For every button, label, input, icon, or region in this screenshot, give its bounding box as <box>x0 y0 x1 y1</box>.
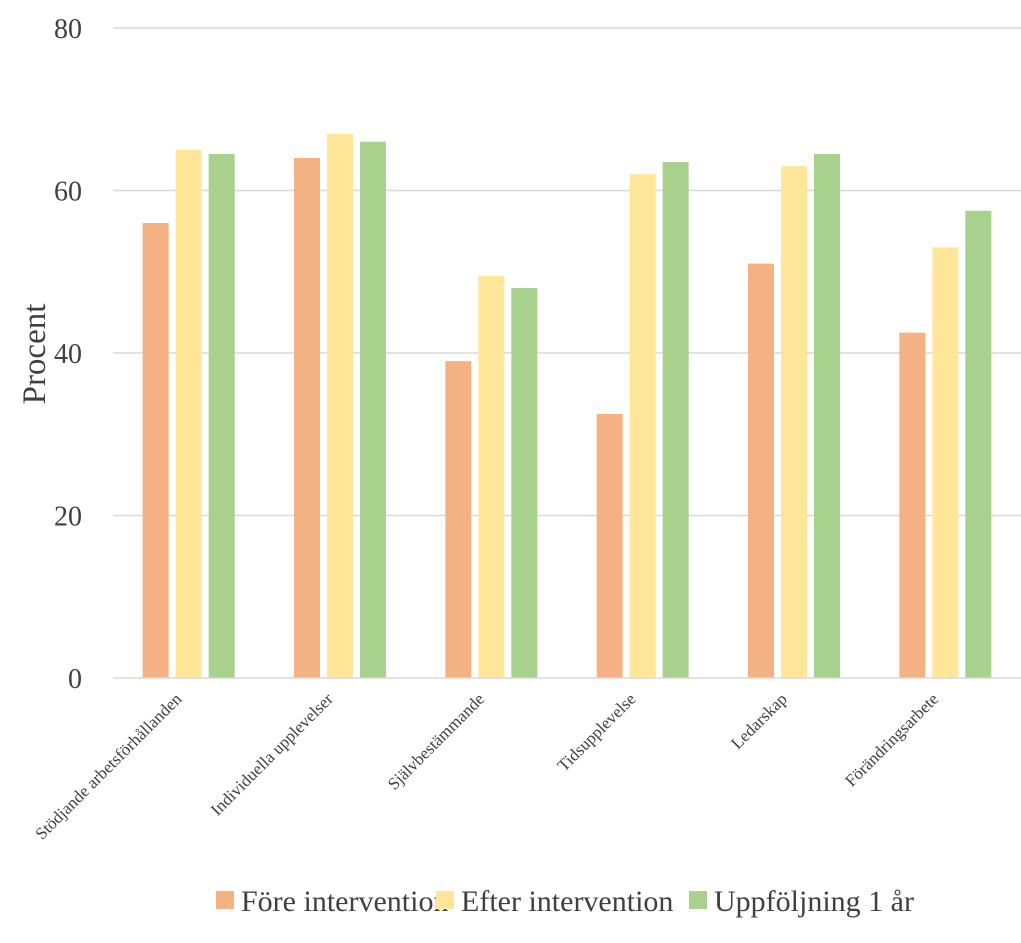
bar <box>748 263 774 678</box>
bar <box>781 166 807 678</box>
legend: Före intervention Efter intervention Uppfö… <box>216 885 914 918</box>
bar <box>175 149 202 678</box>
x-category-label: Individuella upplevelser <box>207 689 337 819</box>
bar <box>596 413 623 678</box>
x-category-label: Ledarskap <box>727 689 791 753</box>
legend-label: Uppföljning 1 år <box>714 885 914 918</box>
legend-swatch <box>436 891 454 909</box>
legend-label: Före intervention <box>241 885 448 918</box>
bar <box>478 275 505 678</box>
bar <box>932 247 959 678</box>
category-labels: Stödjande arbetsförhållanden Individuella… <box>32 689 943 843</box>
legend-swatch <box>689 891 707 909</box>
bar <box>208 153 235 678</box>
bar <box>899 332 926 678</box>
bar <box>965 210 992 678</box>
x-category-label: Självbestämmande <box>384 689 488 793</box>
y-axis-title: Procent <box>17 304 53 405</box>
bar <box>511 288 538 678</box>
y-tick-label: 20 <box>54 502 82 533</box>
bar <box>142 223 169 678</box>
bar <box>327 133 353 678</box>
bar <box>629 174 656 678</box>
x-category-label: Förändringsarbete <box>841 689 942 790</box>
legend-label: Efter intervention <box>461 885 673 918</box>
y-axis-ticks: 0 20 40 60 80 <box>54 14 82 695</box>
bar <box>445 361 472 678</box>
y-tick-label: 60 <box>54 177 82 208</box>
x-category-label: Tidsupplevelse <box>554 689 640 775</box>
y-tick-label: 40 <box>54 339 82 370</box>
x-category-label: Stödjande arbetsförhållanden <box>32 689 186 843</box>
bar <box>662 162 689 678</box>
y-tick-label: 80 <box>54 14 82 45</box>
gridlines <box>113 27 1021 517</box>
legend-swatch <box>216 891 234 909</box>
bars <box>142 133 992 678</box>
y-tick-label: 0 <box>68 664 82 695</box>
bar <box>360 141 386 678</box>
bar <box>814 153 840 678</box>
bar <box>294 158 320 678</box>
